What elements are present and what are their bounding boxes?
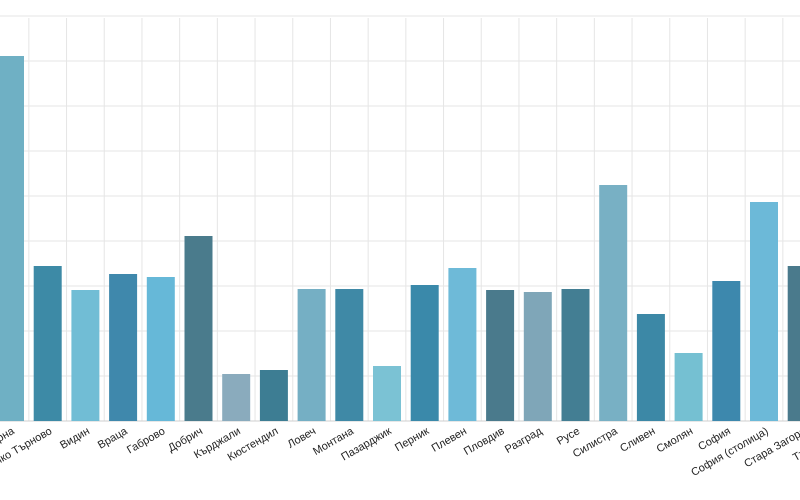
bar-3 — [71, 290, 100, 421]
bars — [0, 56, 800, 421]
x-tick-label: Стара Загора — [742, 425, 800, 470]
x-tick-label: Габрово — [125, 425, 167, 456]
bar-19 — [674, 353, 703, 421]
bar-10 — [335, 289, 364, 421]
x-tick-label: Русе — [555, 425, 582, 448]
x-tick-label: Перник — [393, 425, 431, 454]
bar-13 — [448, 268, 477, 421]
x-tick-label: Пловдив — [462, 425, 507, 458]
bar-15 — [523, 292, 552, 421]
x-tick-label: Разград — [503, 425, 545, 456]
bar-18 — [636, 314, 665, 421]
bar-20 — [712, 281, 741, 421]
bar-12 — [410, 285, 439, 421]
bar-21 — [750, 202, 778, 421]
bar-11 — [373, 366, 401, 421]
x-tick-label: Смолян — [655, 425, 696, 455]
bar-17 — [599, 185, 628, 421]
bar-2 — [33, 266, 62, 421]
bar-16 — [561, 289, 590, 421]
bar-9 — [297, 289, 326, 421]
bar-7 — [222, 374, 251, 421]
x-tick-label: Сливен — [618, 425, 657, 455]
bar-8 — [259, 370, 288, 421]
bar-1 — [0, 56, 24, 421]
bar-4 — [109, 274, 138, 421]
bar-6 — [184, 236, 213, 421]
bar-5 — [146, 277, 175, 421]
bar-14 — [486, 290, 515, 421]
bar-22 — [787, 266, 800, 421]
x-tick-label: Видин — [58, 425, 92, 451]
